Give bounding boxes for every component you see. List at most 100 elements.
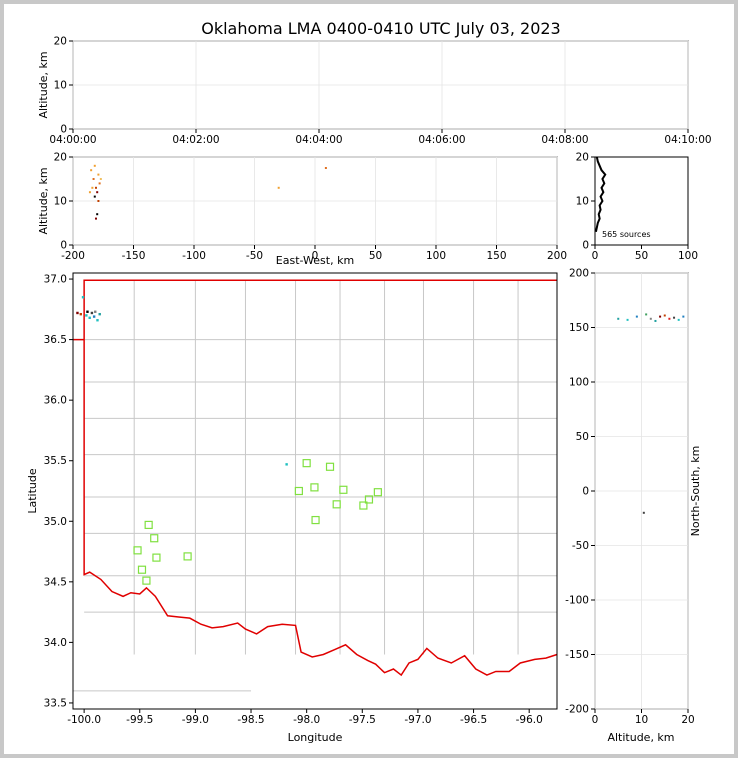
x-tick-label: 100 bbox=[426, 250, 446, 262]
source-point bbox=[90, 169, 93, 172]
station-marker bbox=[373, 488, 382, 497]
x-tick-label: -98.0 bbox=[293, 714, 320, 726]
y-tick-label: 0 bbox=[60, 240, 67, 252]
station-marker bbox=[294, 486, 303, 496]
x-tick-label: 04:04:00 bbox=[295, 134, 342, 146]
altitude-eastwest-ticks: -200 -150 -100 -50 0 50 100 150 200 0 10 20 bbox=[54, 152, 567, 263]
source-point bbox=[645, 313, 648, 316]
x-tick-label: -99.5 bbox=[126, 714, 153, 726]
source-point bbox=[93, 164, 96, 167]
source-point bbox=[76, 311, 79, 315]
y-tick-label: -100 bbox=[565, 595, 589, 607]
source-point bbox=[285, 463, 288, 466]
plan-view-ticks: -100.0 -99.5 -99.0 -98.5 -98.0 -97.5 -97.0 -96.… bbox=[44, 274, 543, 726]
altitude-eastwest-ylabel: Altitude, km bbox=[37, 167, 50, 234]
station-marker bbox=[359, 501, 368, 510]
station-marker bbox=[137, 565, 147, 574]
source-point bbox=[79, 312, 82, 316]
x-tick-label: -200 bbox=[61, 250, 85, 262]
y-tick-label: 150 bbox=[569, 322, 589, 334]
x-tick-label: -100.0 bbox=[67, 714, 101, 726]
source-point bbox=[626, 318, 629, 321]
figure-title: Oklahoma LMA 0400-0410 UTC July 03, 2023 bbox=[201, 19, 560, 38]
station-marker bbox=[311, 515, 320, 525]
y-tick-label: 20 bbox=[54, 152, 67, 164]
altitude-eastwest-grid bbox=[72, 156, 558, 246]
source-count-annotation: 565 sources bbox=[602, 230, 651, 239]
x-tick-label: -98.5 bbox=[237, 714, 264, 726]
y-tick-label: 0 bbox=[582, 240, 589, 252]
station-marker bbox=[133, 546, 142, 555]
x-tick-label: -100 bbox=[182, 250, 206, 262]
source-point bbox=[668, 317, 671, 320]
northsouth-altitude-panel: 0 10 20 -200 -150 -100 -50 0 50 100 150 200 North-S… bbox=[565, 268, 702, 745]
source-point bbox=[92, 315, 96, 318]
plan-view-ylabel: Latitude bbox=[26, 468, 39, 514]
northsouth-altitude-xlabel: Altitude, km bbox=[607, 731, 674, 744]
source-point bbox=[86, 310, 89, 313]
source-point bbox=[96, 191, 99, 194]
x-tick-label: 100 bbox=[678, 250, 698, 262]
altitude-histogram-line bbox=[594, 156, 607, 233]
plan-view-sources bbox=[76, 296, 288, 466]
figure-frame: Oklahoma LMA 0400-0410 UTC July 03, 2023… bbox=[4, 4, 734, 754]
station-marker bbox=[183, 552, 192, 561]
source-point bbox=[617, 317, 620, 320]
source-point bbox=[96, 213, 99, 216]
source-point bbox=[92, 178, 95, 180]
y-tick-label: 0 bbox=[60, 124, 67, 136]
y-tick-label: 200 bbox=[569, 268, 589, 280]
source-point bbox=[88, 191, 91, 194]
x-tick-label: 10 bbox=[635, 714, 648, 726]
x-tick-label: 200 bbox=[547, 250, 567, 262]
station-marker bbox=[339, 485, 348, 494]
northsouth-altitude-ticks: 0 10 20 -200 -150 -100 -50 0 50 100 150 200 bbox=[565, 268, 695, 727]
source-point bbox=[96, 319, 99, 322]
altitude-eastwest-sources bbox=[88, 164, 327, 220]
plan-view-xlabel: Longitude bbox=[288, 731, 343, 744]
x-tick-label: 0 bbox=[592, 250, 599, 262]
altitude-time-panel: 04:00:00 04:02:00 04:04:00 04:06:00 04:08:00… bbox=[37, 36, 712, 147]
source-point bbox=[91, 186, 94, 189]
source-point bbox=[98, 182, 101, 185]
station-marker bbox=[302, 459, 311, 468]
source-point bbox=[659, 315, 662, 318]
source-point bbox=[677, 318, 680, 321]
source-point bbox=[99, 178, 102, 180]
station-marker bbox=[325, 462, 335, 471]
source-point bbox=[649, 317, 652, 320]
source-point bbox=[81, 296, 85, 299]
lma-figure: Oklahoma LMA 0400-0410 UTC July 03, 2023… bbox=[26, 19, 712, 745]
x-tick-label: -97.5 bbox=[349, 714, 376, 726]
station-markers bbox=[133, 459, 382, 585]
x-tick-label: 04:06:00 bbox=[418, 134, 465, 146]
station-marker bbox=[144, 520, 153, 530]
altitude-histogram-ticks: 0 50 100 0 10 20 bbox=[576, 152, 698, 263]
y-tick-label: 10 bbox=[54, 196, 67, 208]
altitude-histogram-panel: 0 50 100 0 10 20 565 sources bbox=[576, 152, 698, 263]
y-tick-label: 34.0 bbox=[44, 637, 67, 649]
source-point bbox=[277, 186, 280, 189]
county-boundaries bbox=[73, 280, 557, 692]
x-tick-label: -96.0 bbox=[516, 714, 543, 726]
altitude-eastwest-xlabel: East-West, km bbox=[276, 254, 354, 267]
source-point bbox=[663, 314, 666, 317]
altitude-time-grid bbox=[72, 40, 689, 130]
y-tick-label: 37.0 bbox=[44, 274, 67, 286]
source-point bbox=[93, 195, 96, 198]
source-point bbox=[88, 316, 91, 320]
y-tick-label: 35.5 bbox=[44, 455, 67, 467]
x-tick-label: 04:00:00 bbox=[49, 134, 96, 146]
source-point bbox=[654, 319, 657, 322]
station-marker bbox=[142, 576, 151, 585]
y-tick-label: 50 bbox=[576, 431, 589, 443]
plan-view-panel: -100.0 -99.5 -99.0 -98.5 -98.0 -97.5 -97.0 -96.… bbox=[26, 272, 558, 744]
x-tick-label: 20 bbox=[681, 714, 694, 726]
source-point bbox=[85, 314, 88, 317]
y-tick-label: -200 bbox=[565, 704, 589, 716]
altitude-time-ylabel: Altitude, km bbox=[37, 51, 50, 118]
station-marker bbox=[150, 534, 159, 543]
station-marker bbox=[364, 495, 374, 504]
source-point bbox=[635, 315, 638, 318]
x-tick-label: 04:08:00 bbox=[541, 134, 588, 146]
